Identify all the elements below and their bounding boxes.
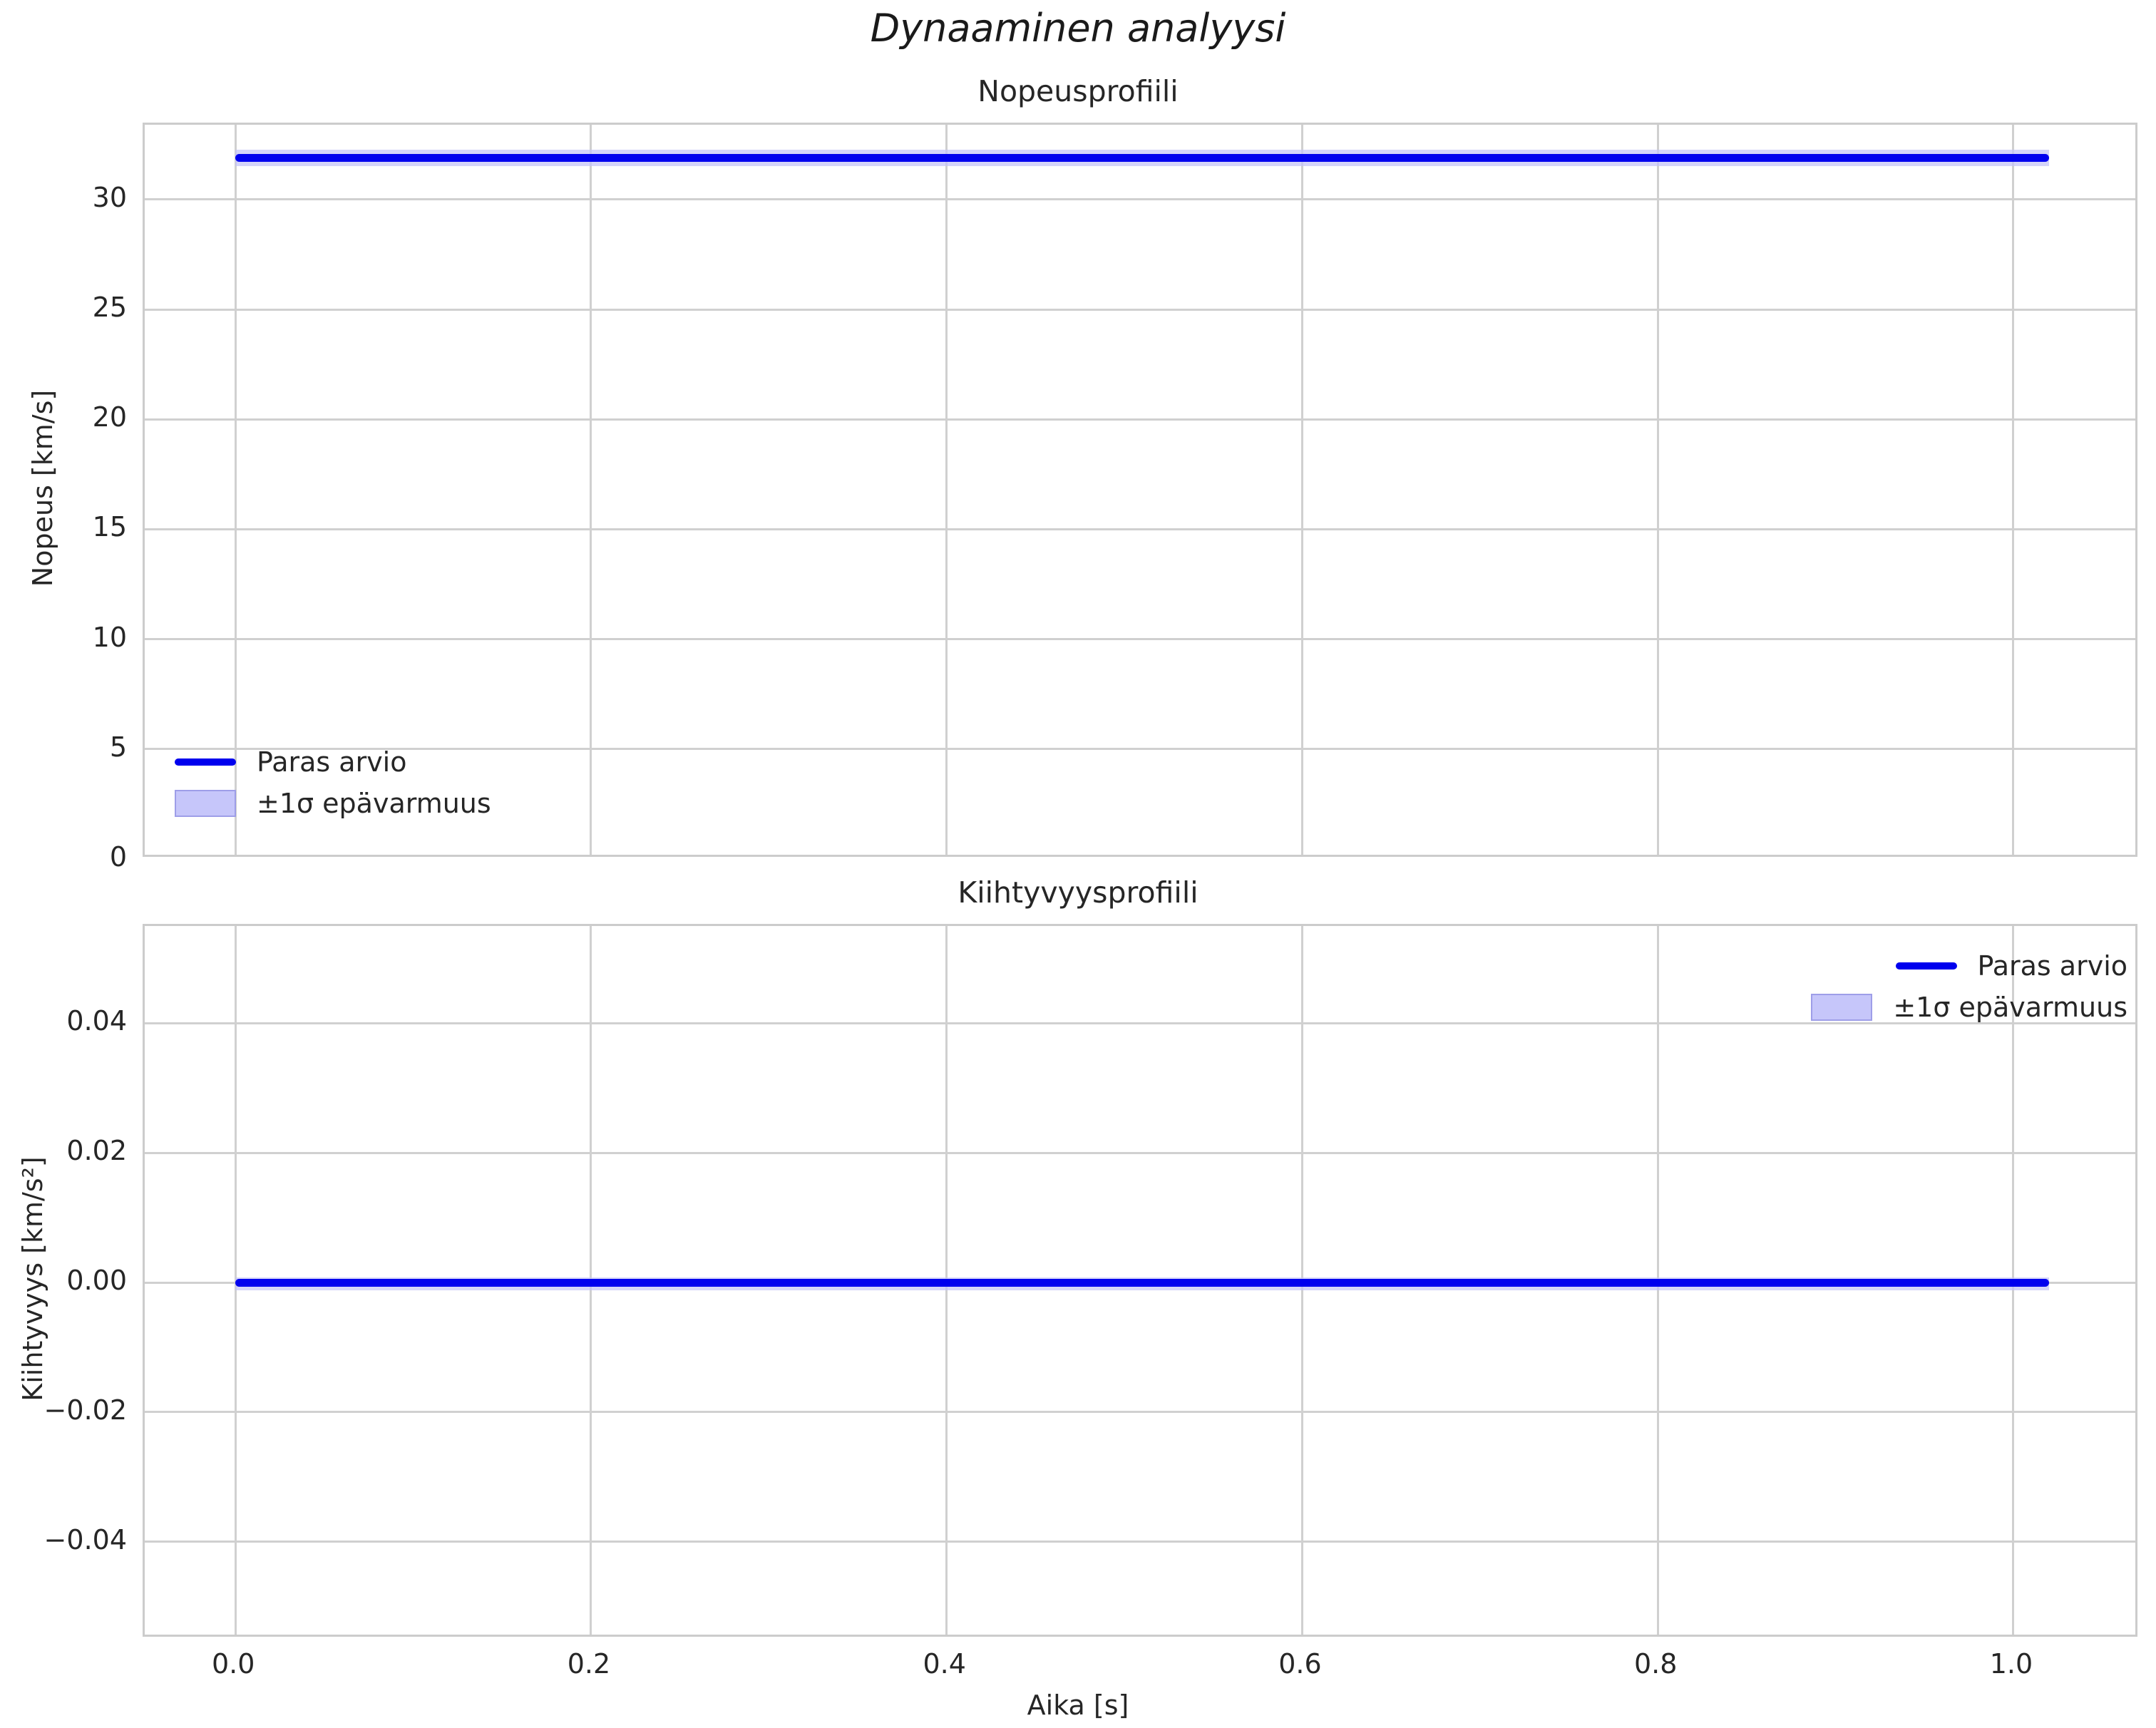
best-estimate-line: [235, 153, 2049, 162]
velocity-legend[interactable]: Paras arvio ±1σ epävarmuus: [164, 741, 491, 824]
x-gridline: [945, 125, 948, 855]
y-tick-label: 0.04: [66, 1005, 127, 1037]
y-tick-label: 30: [92, 181, 127, 213]
legend-label-paras-arvio: Paras arvio: [257, 746, 407, 778]
y-tick-label: 25: [92, 292, 127, 324]
y-gridline: [145, 1411, 2135, 1414]
subplot-title-acceleration: Kiihtyvyysprofiili: [958, 875, 1198, 910]
legend-patch-swatch-icon: [164, 790, 247, 817]
legend-label-paras-arvio: Paras arvio: [1977, 950, 2127, 982]
y-tick-label: −0.04: [43, 1523, 127, 1555]
x-tick-label: 0.4: [923, 1648, 966, 1680]
y-tick-label: 0.00: [66, 1265, 127, 1296]
y-tick-label: 5: [109, 731, 127, 763]
acceleration-legend[interactable]: Paras arvio ±1σ epävarmuus: [1800, 945, 2127, 1028]
x-axis-label: Aika [s]: [1027, 1690, 1129, 1721]
y-gridline: [145, 1541, 2135, 1543]
acceleration-axes: [143, 924, 2137, 1637]
legend-patch-swatch-icon: [1800, 994, 1883, 1021]
y-gridline: [145, 748, 2135, 751]
x-gridline: [234, 125, 237, 855]
y-tick-label: 10: [92, 621, 127, 653]
legend-item-paras-arvio[interactable]: Paras arvio: [1800, 945, 2127, 987]
acceleration-plot-area: [145, 926, 2135, 1635]
x-tick-label: 0.2: [567, 1648, 611, 1680]
y-tick-label: 0.02: [66, 1135, 127, 1167]
figure-suptitle: Dynaaminen analyysi: [870, 6, 1286, 51]
x-tick-label: 0.0: [211, 1648, 255, 1680]
y-tick-label: 15: [92, 511, 127, 543]
legend-label-uncertainty: ±1σ epävarmuus: [1893, 992, 2127, 1023]
y-gridline: [145, 638, 2135, 641]
legend-label-uncertainty: ±1σ epävarmuus: [257, 788, 491, 819]
x-gridline: [590, 125, 592, 855]
y-tick-label: −0.02: [43, 1394, 127, 1426]
legend-item-uncertainty[interactable]: ±1σ epävarmuus: [1800, 987, 2127, 1028]
y-gridline: [145, 1151, 2135, 1154]
velocity-axes: [143, 123, 2137, 857]
best-estimate-line: [235, 1278, 2049, 1287]
y-gridline: [145, 308, 2135, 311]
x-tick-label: 1.0: [1989, 1648, 2033, 1680]
x-gridline: [2012, 125, 2015, 855]
y-tick-label: 0: [109, 841, 127, 873]
legend-line-swatch-icon: [164, 758, 247, 766]
y-tick-label: 20: [92, 401, 127, 433]
y-gridline: [145, 528, 2135, 530]
x-gridline: [1300, 125, 1303, 855]
y-gridline: [145, 1022, 2135, 1024]
legend-item-paras-arvio[interactable]: Paras arvio: [164, 741, 491, 783]
y-gridline: [145, 418, 2135, 421]
legend-line-swatch-icon: [1885, 962, 1968, 970]
x-tick-label: 0.8: [1633, 1648, 1678, 1680]
x-tick-label: 0.6: [1278, 1648, 1322, 1680]
subplot-title-velocity: Nopeusprofiili: [977, 74, 1179, 108]
y-gridline: [145, 198, 2135, 201]
x-gridline: [1656, 125, 1659, 855]
velocity-plot-area: [145, 125, 2135, 855]
legend-item-uncertainty[interactable]: ±1σ epävarmuus: [164, 783, 491, 824]
